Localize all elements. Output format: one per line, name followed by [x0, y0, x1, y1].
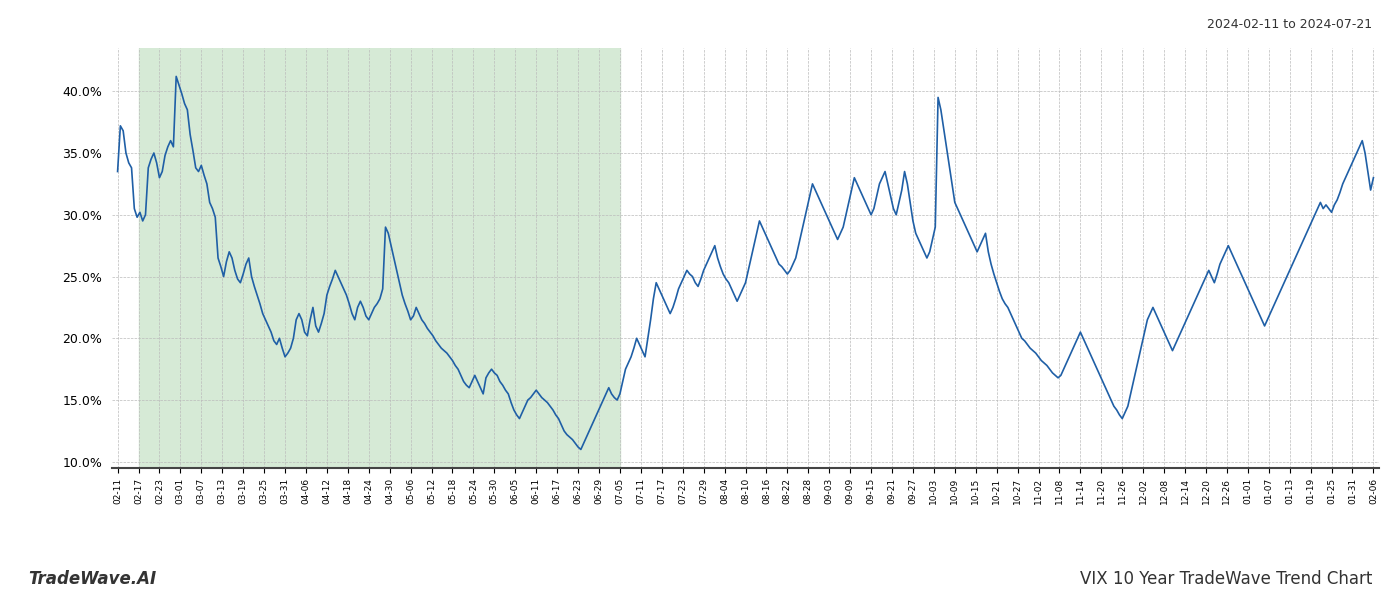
Bar: [139, 48, 620, 468]
Text: VIX 10 Year TradeWave Trend Chart: VIX 10 Year TradeWave Trend Chart: [1079, 570, 1372, 588]
Text: TradeWave.AI: TradeWave.AI: [28, 570, 157, 588]
Text: 2024-02-11 to 2024-07-21: 2024-02-11 to 2024-07-21: [1207, 18, 1372, 31]
